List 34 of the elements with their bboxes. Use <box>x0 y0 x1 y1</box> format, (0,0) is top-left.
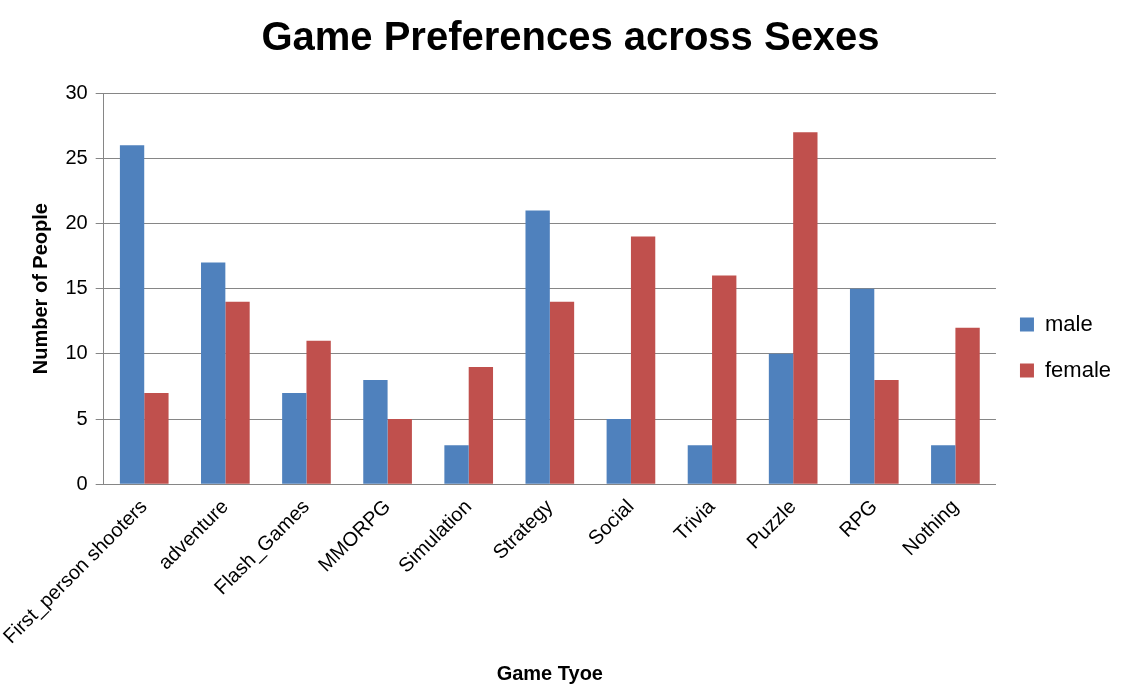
bar <box>712 275 737 484</box>
bar <box>119 145 145 484</box>
bar <box>282 392 307 484</box>
x-axis-title: Game Tyoe <box>496 661 603 684</box>
y-tick-label: 10 <box>65 341 88 364</box>
bar <box>606 419 631 484</box>
bar <box>225 301 250 484</box>
bar <box>144 392 169 484</box>
bar <box>201 262 226 484</box>
y-tick-label: 20 <box>65 210 88 233</box>
bar <box>687 445 713 484</box>
y-tick-label: 15 <box>65 276 88 299</box>
bar <box>387 419 412 484</box>
bar <box>549 301 575 484</box>
bar <box>363 379 388 484</box>
y-tick-label: 0 <box>76 471 88 494</box>
y-tick-label: 30 <box>65 80 88 103</box>
bar <box>931 445 956 484</box>
bar <box>955 327 980 484</box>
bar <box>630 236 656 484</box>
bar <box>444 445 469 484</box>
chart-title: Game Preferences across Sexes <box>261 14 880 59</box>
bar <box>525 210 550 484</box>
bar <box>793 132 818 484</box>
y-tick-label: 25 <box>65 145 88 168</box>
y-axis-title: Number of People <box>28 203 51 375</box>
bar <box>849 288 875 484</box>
bar <box>468 366 494 484</box>
legend-label: male <box>1044 310 1093 336</box>
bar <box>768 353 794 484</box>
bar <box>306 340 331 484</box>
legend-label: female <box>1044 356 1112 382</box>
y-tick-label: 5 <box>76 406 88 429</box>
bar <box>874 379 899 484</box>
